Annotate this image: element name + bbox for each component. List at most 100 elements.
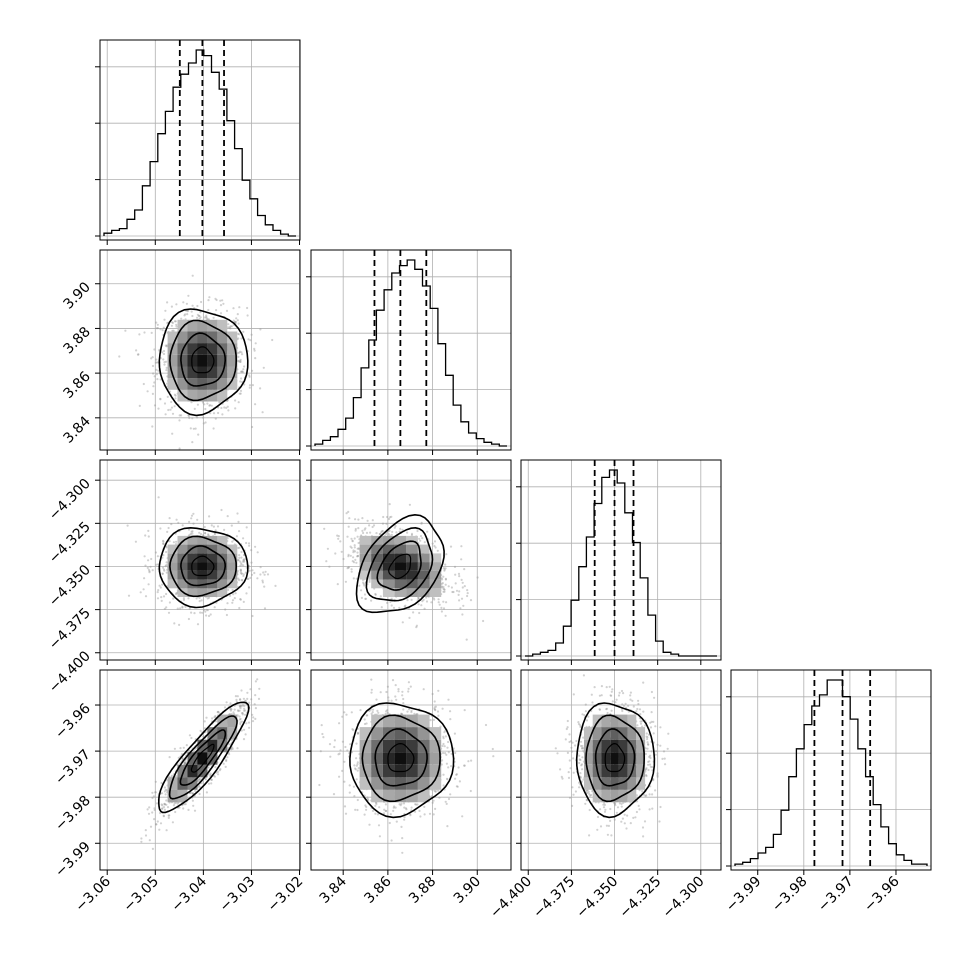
scatter-point [198,778,201,781]
scatter-point [387,532,390,536]
scatter-point [239,360,242,363]
scatter-point [353,550,357,553]
scatter-point [170,305,173,308]
y-tick-label: 3.84 [60,413,93,446]
scatter-point [156,323,159,326]
scatter-point [147,529,150,533]
scatter-point [217,711,220,714]
scatter-point [156,327,159,330]
scatter-point [463,568,466,571]
density-cell [187,354,198,367]
scatter-point [241,579,244,582]
scatter-point [385,522,388,525]
density-cell [371,544,383,554]
scatter-point [246,314,249,317]
scatter-point [418,809,421,813]
scatter-point [329,755,332,758]
scatter-point [175,592,178,595]
density-cell [227,579,238,589]
scatter-point [419,535,423,538]
density-cell [177,354,188,367]
scatter-point [161,804,164,807]
scatter-point [263,607,267,610]
scatter-point [199,316,202,319]
scatter-point [165,546,168,549]
density-cell [394,553,407,563]
scatter-point [163,402,167,405]
density-cell [227,331,238,344]
scatter-point [163,318,166,321]
scatter-point [368,579,371,582]
scatter-point [225,701,228,704]
density-cell [429,588,442,597]
scatter-point [349,554,352,557]
density-cell [207,366,218,379]
scatter-point [202,608,206,612]
scatter-point [251,614,254,618]
scatter-point [242,738,246,741]
scatter-point [231,540,234,543]
scatter-point [164,344,167,347]
scatter-point [154,791,157,794]
panel-frame [99,249,301,451]
scatter-point [144,534,147,537]
scatter-point [241,704,245,707]
contour-line [180,332,227,387]
scatter-point [167,814,170,817]
scatter-point [241,713,244,716]
scatter-point [211,717,214,720]
scatter-point [220,406,223,410]
scatter-point [394,684,397,687]
density-cell [371,579,383,589]
scatter-point [253,349,256,352]
y-tick-label: −3.98 [52,793,94,835]
scatter-point [164,309,167,312]
scatter-point [356,535,359,538]
scatter-point [242,558,245,562]
scatter-point [406,531,409,534]
scatter-point [336,583,339,586]
scatter-point [208,296,211,299]
scatter-point [259,566,262,569]
scatter-point [234,407,237,410]
scatter-point [246,577,249,581]
scatter-point [162,539,165,542]
scatter-point [143,577,146,580]
scatter-point [232,319,235,322]
scatter-point [201,401,204,404]
scatter-point [437,598,440,601]
scatter-point [157,369,160,372]
scatter-point [247,542,251,545]
scatter-point [223,528,226,532]
scatter-point [187,414,190,418]
scatter-point [151,356,154,359]
scatter-point [254,545,257,548]
density-cell [197,389,208,402]
scatter-point [182,597,185,600]
y-tick-label: −3.97 [52,747,94,789]
scatter-point [220,508,223,512]
scatter-point [193,809,197,812]
scatter-point [352,556,355,559]
scatter-point [176,607,179,610]
panel-frame [99,459,301,661]
scatter-point [410,534,413,537]
y-tick-label: −4.375 [46,605,94,653]
density-cell [382,544,395,554]
scatter-point [442,587,445,590]
density-cell [177,389,188,402]
scatter-point [187,414,190,417]
scatter-point [236,512,239,515]
scatter-point [261,579,264,582]
scatter-point [261,411,264,414]
scatter-point [249,688,252,691]
scatter-point [237,360,240,363]
scatter-point [244,733,247,736]
scatter-point [155,563,158,566]
scatter-point [146,390,149,393]
scatter-point [210,524,213,527]
scatter-point [136,353,140,356]
scatter-point [239,360,242,363]
scatter-point [440,585,443,588]
scatter-point [447,698,450,701]
